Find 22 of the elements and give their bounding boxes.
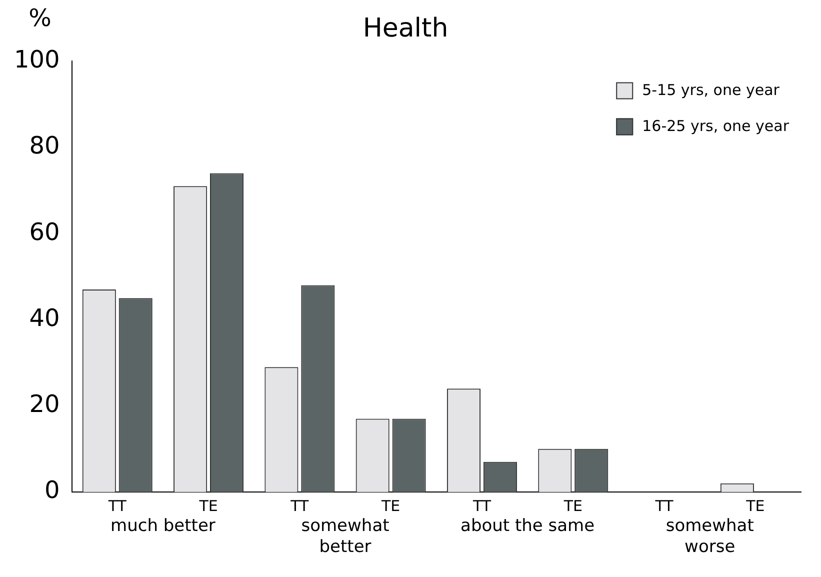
y-tick-label: 40	[29, 304, 60, 332]
y-axis-title: %	[28, 4, 52, 32]
x-tick-label: TE	[562, 496, 582, 515]
y-tick-label: 80	[29, 132, 60, 160]
text: much better	[110, 516, 216, 536]
y-tick-label: 20	[29, 390, 60, 418]
x-tick-label: TT	[290, 496, 310, 515]
x-tick-label: TT	[107, 496, 128, 515]
y-tick-label: 60	[29, 218, 60, 246]
chart-title: Health	[362, 13, 448, 44]
x-tick-label: TE	[198, 496, 218, 515]
y-tick-label: 0	[44, 476, 60, 504]
legend-label: 5-15 yrs, one year	[642, 81, 780, 100]
text: about the same	[460, 516, 595, 536]
legend-label: 16-25 yrs, one year	[642, 117, 790, 136]
text: somewhat worse	[666, 516, 754, 557]
x-tick-label: TE	[745, 496, 765, 515]
x-tick-label: TT	[654, 496, 674, 515]
x-tick-label: TT	[472, 496, 492, 515]
text: somewhat better	[301, 516, 390, 557]
y-tick-label: 100	[14, 45, 60, 74]
x-tick-label: TE	[380, 496, 400, 515]
